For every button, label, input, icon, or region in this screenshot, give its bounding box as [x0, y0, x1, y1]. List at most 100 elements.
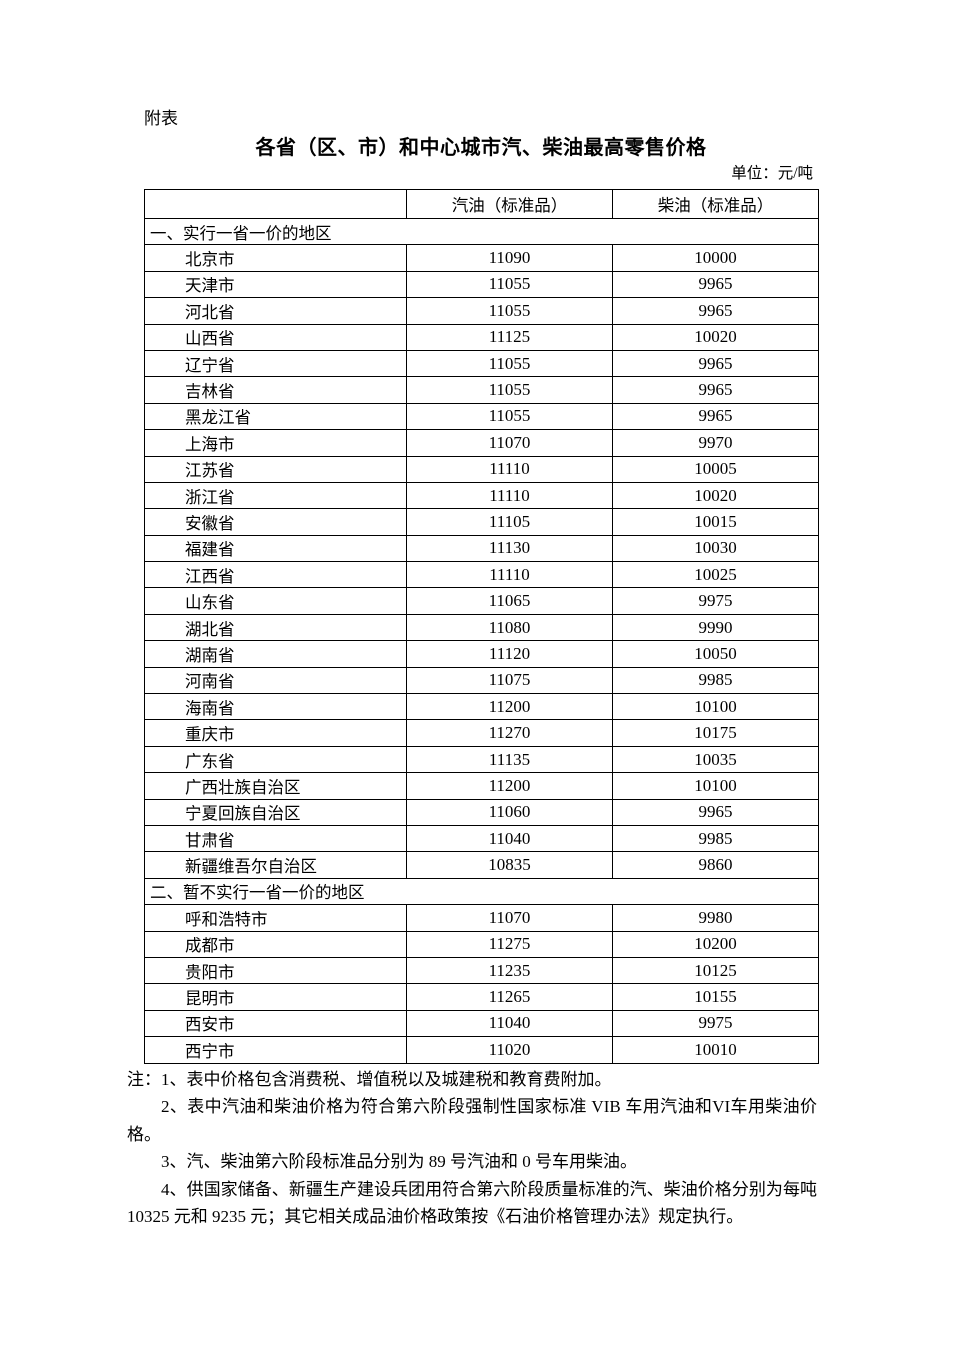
table-row: 上海市 11070 9970 [144, 429, 819, 457]
region-name: 湖南省 [144, 640, 407, 668]
diesel-price: 9975 [612, 1009, 819, 1038]
region-name: 浙江省 [144, 481, 407, 510]
region-name: 辽宁省 [144, 349, 407, 378]
table-row: 天津市 11055 9965 [144, 270, 819, 299]
region-name: 湖北省 [144, 613, 407, 642]
section-header-label: 二、暂不实行一省一价的地区 [144, 877, 819, 906]
table-header-row: 汽油（标准品） 柴油（标准品） [144, 189, 819, 219]
gasoline-price: 11270 [406, 719, 613, 747]
header-cell-diesel: 柴油（标准品） [612, 189, 819, 219]
gasoline-price: 11055 [406, 402, 613, 431]
region-name: 西宁市 [144, 1036, 407, 1064]
diesel-price: 10175 [612, 719, 819, 747]
diesel-price: 10100 [612, 772, 819, 800]
region-name: 黑龙江省 [144, 402, 407, 431]
gasoline-price: 11200 [406, 693, 613, 721]
diesel-price: 9970 [612, 429, 819, 457]
diesel-price: 10020 [612, 481, 819, 510]
region-name: 上海市 [144, 429, 407, 457]
gasoline-price: 11135 [406, 745, 613, 774]
diesel-price: 9965 [612, 349, 819, 378]
diesel-price: 10015 [612, 508, 819, 536]
region-name: 天津市 [144, 270, 407, 299]
region-name: 北京市 [144, 244, 407, 272]
region-name: 江西省 [144, 561, 407, 589]
region-name: 贵阳市 [144, 956, 407, 985]
gasoline-price: 11040 [406, 1009, 613, 1038]
table-row: 贵阳市 11235 10125 [144, 956, 819, 985]
gasoline-price: 11125 [406, 323, 613, 351]
gasoline-price: 11055 [406, 297, 613, 325]
diesel-price: 9985 [612, 824, 819, 853]
diesel-price: 9975 [612, 587, 819, 615]
region-name: 福建省 [144, 534, 407, 563]
table-row: 江苏省 11110 10005 [144, 455, 819, 483]
diesel-price: 10020 [612, 323, 819, 351]
price-table-body: 汽油（标准品） 柴油（标准品） 一、实行一省一价的地区 北京市 11090 10000… [144, 189, 819, 1064]
gasoline-price: 11055 [406, 376, 613, 404]
table-row: 山东省 11065 9975 [144, 587, 819, 615]
diesel-price: 9980 [612, 904, 819, 932]
region-name: 河南省 [144, 666, 407, 695]
gasoline-price: 11055 [406, 270, 613, 299]
diesel-price: 10125 [612, 956, 819, 985]
gasoline-price: 11080 [406, 613, 613, 642]
diesel-price: 10155 [612, 983, 819, 1011]
section-header-row: 二、暂不实行一省一价的地区 [144, 877, 819, 906]
note-line: 2、表中汽油和柴油价格为符合第六阶段强制性国家标准 VIB 车用汽油和VI车用柴… [127, 1097, 817, 1144]
notes: 注：1、表中价格包含消费税、增值税以及城建税和教育费附加。 2、表中汽油和柴油价格… [127, 1066, 817, 1230]
table-row: 宁夏回族自治区 11060 9965 [144, 798, 819, 826]
diesel-price: 10030 [612, 534, 819, 563]
gasoline-price: 11235 [406, 956, 613, 985]
table-row: 江西省 11110 10025 [144, 561, 819, 589]
diesel-price: 10035 [612, 745, 819, 774]
table-row: 西安市 11040 9975 [144, 1009, 819, 1038]
gasoline-price: 11110 [406, 455, 613, 483]
region-name: 新疆维吾尔自治区 [144, 851, 407, 879]
note-line: 4、供国家储备、新疆生产建设兵团用符合第六阶段质量标准的汽、柴油价格分别为每吨 … [127, 1179, 817, 1227]
diesel-price: 10200 [612, 930, 819, 958]
region-name: 呼和浩特市 [144, 904, 407, 932]
price-table: 汽油（标准品） 柴油（标准品） 一、实行一省一价的地区 北京市 11090 10000… [144, 189, 819, 1064]
table-row: 山西省 11125 10020 [144, 323, 819, 351]
diesel-price: 10005 [612, 455, 819, 483]
region-name: 甘肃省 [144, 824, 407, 853]
region-name: 昆明市 [144, 983, 407, 1011]
table-row: 福建省 11130 10030 [144, 534, 819, 563]
diesel-price: 10000 [612, 244, 819, 272]
table-row: 浙江省 11110 10020 [144, 481, 819, 510]
table-row: 重庆市 11270 10175 [144, 719, 819, 747]
region-name: 广西壮族自治区 [144, 772, 407, 800]
table-row: 呼和浩特市 11070 9980 [144, 904, 819, 932]
header-cell-region [144, 189, 407, 219]
gasoline-price: 11040 [406, 824, 613, 853]
diesel-price: 10025 [612, 561, 819, 589]
gasoline-price: 11090 [406, 244, 613, 272]
table-row: 西宁市 11020 10010 [144, 1036, 819, 1064]
gasoline-price: 11070 [406, 904, 613, 932]
table-row: 河南省 11075 9985 [144, 666, 819, 695]
gasoline-price: 11060 [406, 798, 613, 826]
table-row: 广西壮族自治区 11200 10100 [144, 772, 819, 800]
unit-label: 单位：元/吨 [731, 165, 813, 182]
diesel-price: 9965 [612, 297, 819, 325]
gasoline-price: 11200 [406, 772, 613, 800]
diesel-price: 10050 [612, 640, 819, 668]
table-row: 河北省 11055 9965 [144, 297, 819, 325]
region-name: 安徽省 [144, 508, 407, 536]
diesel-price: 9965 [612, 798, 819, 826]
gasoline-price: 11120 [406, 640, 613, 668]
gasoline-price: 11055 [406, 349, 613, 378]
region-name: 宁夏回族自治区 [144, 798, 407, 826]
gasoline-price: 11110 [406, 481, 613, 510]
diesel-price: 9965 [612, 270, 819, 299]
table-row: 甘肃省 11040 9985 [144, 824, 819, 853]
gasoline-price: 11110 [406, 561, 613, 589]
section-header-label: 一、实行一省一价的地区 [144, 217, 819, 246]
gasoline-price: 11105 [406, 508, 613, 536]
region-name: 海南省 [144, 693, 407, 721]
note-line: 注：1、表中价格包含消费税、增值税以及城建税和教育费附加。 [127, 1070, 612, 1089]
region-name: 河北省 [144, 297, 407, 325]
gasoline-price: 11020 [406, 1036, 613, 1064]
gasoline-price: 11275 [406, 930, 613, 958]
